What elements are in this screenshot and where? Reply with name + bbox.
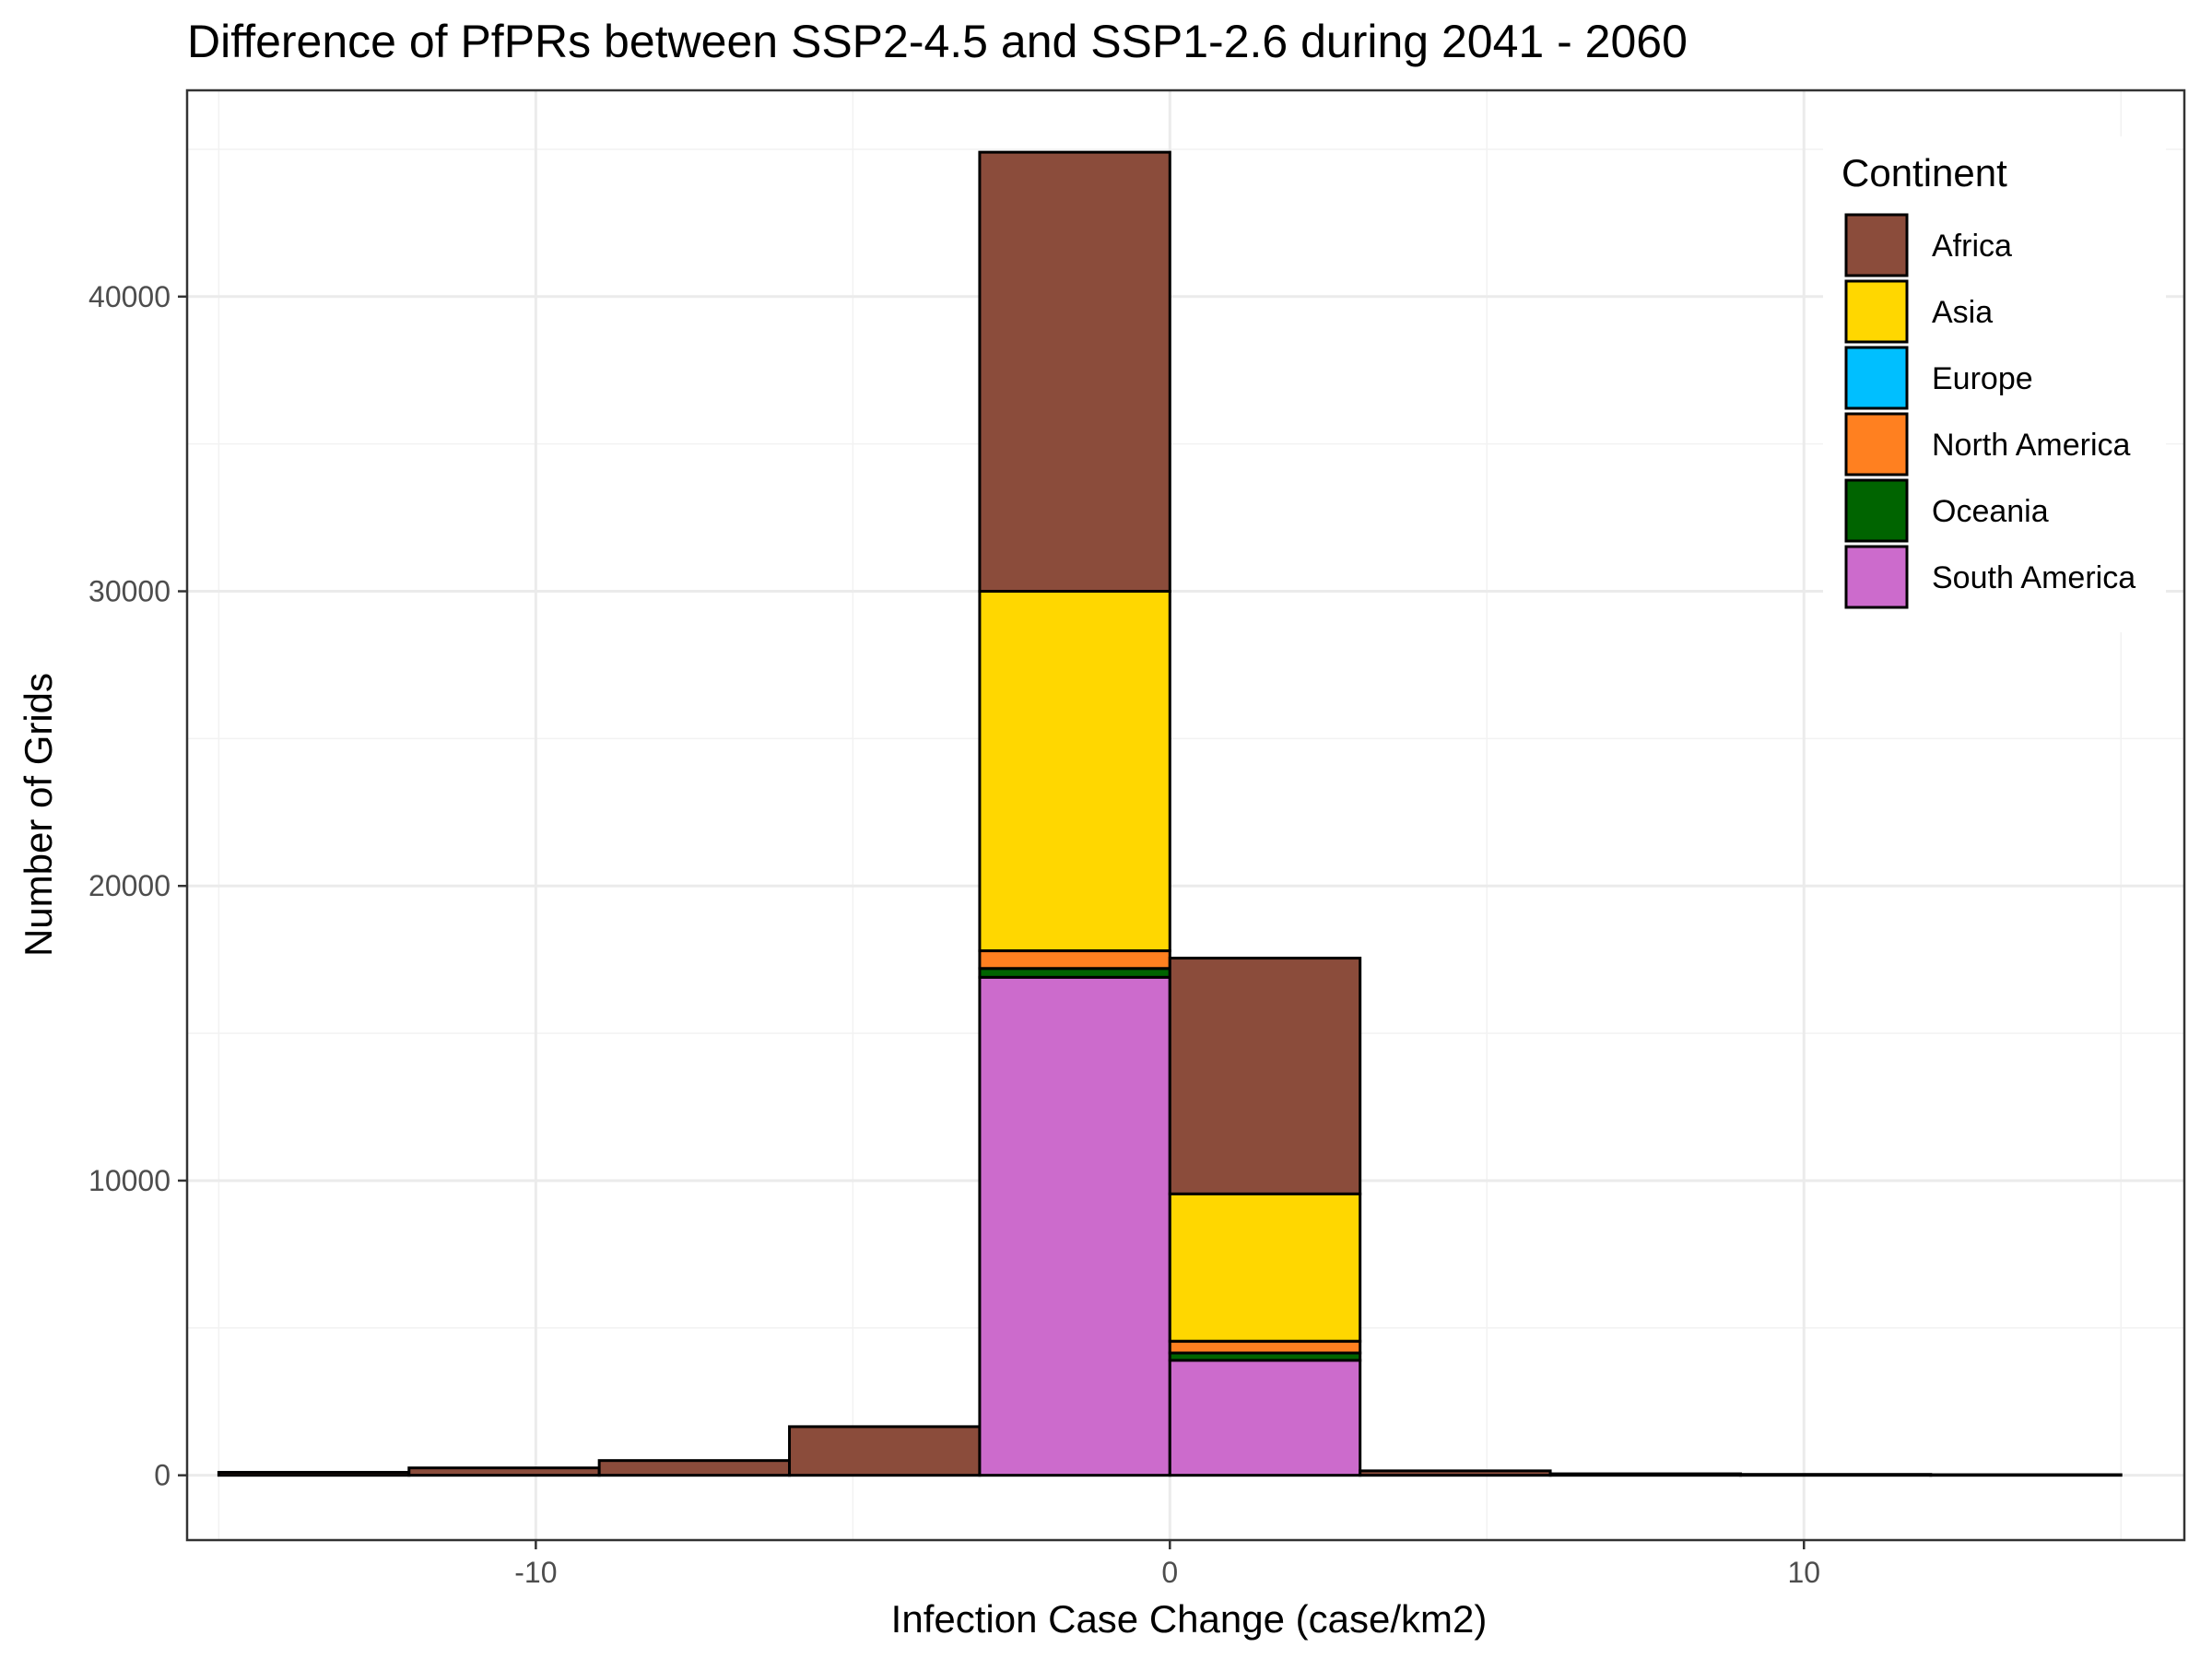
bar-africa-bin-7 bbox=[1548, 1472, 1742, 1477]
legend-keys: Africa Asia Europe North America Oceania Sout… bbox=[1844, 213, 2136, 609]
bar-south-america-bin-4 bbox=[978, 975, 1171, 1477]
y-tick-label: 20000 bbox=[88, 869, 171, 902]
bar-south-america-bin-5 bbox=[1168, 1359, 1362, 1477]
legend-label-south-america: South America bbox=[1932, 560, 2136, 595]
x-tick-label: 10 bbox=[1787, 1556, 1820, 1589]
bar-asia-bin-5 bbox=[1168, 1192, 1362, 1343]
legend-label-europe: Europe bbox=[1932, 361, 2033, 396]
y-tick-label: 30000 bbox=[88, 575, 171, 608]
legend-swatch-europe bbox=[1844, 346, 1909, 410]
panel-border bbox=[185, 88, 2186, 1542]
y-tick-label: 40000 bbox=[88, 280, 171, 313]
bar-north-america-bin-5 bbox=[1168, 1339, 1362, 1355]
y-tick-label: 10000 bbox=[88, 1164, 171, 1197]
legend-swatch-oceania bbox=[1844, 478, 1909, 543]
bar-africa-bin-3 bbox=[788, 1425, 982, 1477]
legend-swatch-asia bbox=[1844, 279, 1909, 344]
legend: Continent Africa Asia Europe North America O… bbox=[1823, 136, 2166, 632]
legend-label-oceania: Oceania bbox=[1932, 494, 2049, 529]
legend-label-asia: Asia bbox=[1932, 295, 1993, 330]
x-axis-ticks: -10 0 10 bbox=[514, 1540, 1820, 1589]
x-axis-title: Infection Case Change (case/km2) bbox=[891, 1597, 1488, 1641]
bar-africa-bin-1 bbox=[407, 1466, 601, 1477]
x-tick-label: -10 bbox=[514, 1556, 557, 1589]
y-axis-title: Number of Grids bbox=[17, 673, 60, 957]
x-tick-label: 0 bbox=[1161, 1556, 1178, 1589]
bar-africa-bin-6 bbox=[1359, 1469, 1552, 1477]
legend-swatch-south-america bbox=[1844, 545, 1909, 609]
bar-north-america-bin-4 bbox=[978, 949, 1171, 971]
y-axis-ticks: 0 10000 20000 30000 40000 bbox=[88, 280, 187, 1492]
bar-africa-bin-2 bbox=[597, 1459, 792, 1477]
legend-label-africa: Africa bbox=[1932, 229, 2012, 264]
bars bbox=[217, 150, 2123, 1477]
legend-label-north-america: North America bbox=[1932, 428, 2130, 463]
y-tick-label: 0 bbox=[154, 1459, 171, 1492]
bar-africa-bin-4 bbox=[978, 150, 1171, 594]
bar-asia-bin-4 bbox=[978, 590, 1171, 953]
bar-africa-bin-0 bbox=[217, 1470, 411, 1477]
legend-swatch-africa bbox=[1844, 213, 1909, 277]
chart-title: Difference of PfPRs between SSP2-4.5 and… bbox=[187, 16, 1688, 67]
legend-swatch-north-america bbox=[1844, 412, 1909, 477]
bar-africa-bin-5 bbox=[1168, 957, 1362, 1195]
bar-africa-bin-8 bbox=[1738, 1473, 1933, 1477]
legend-title: Continent bbox=[1841, 151, 2007, 194]
bar-africa-bin-9 bbox=[1929, 1473, 2123, 1477]
